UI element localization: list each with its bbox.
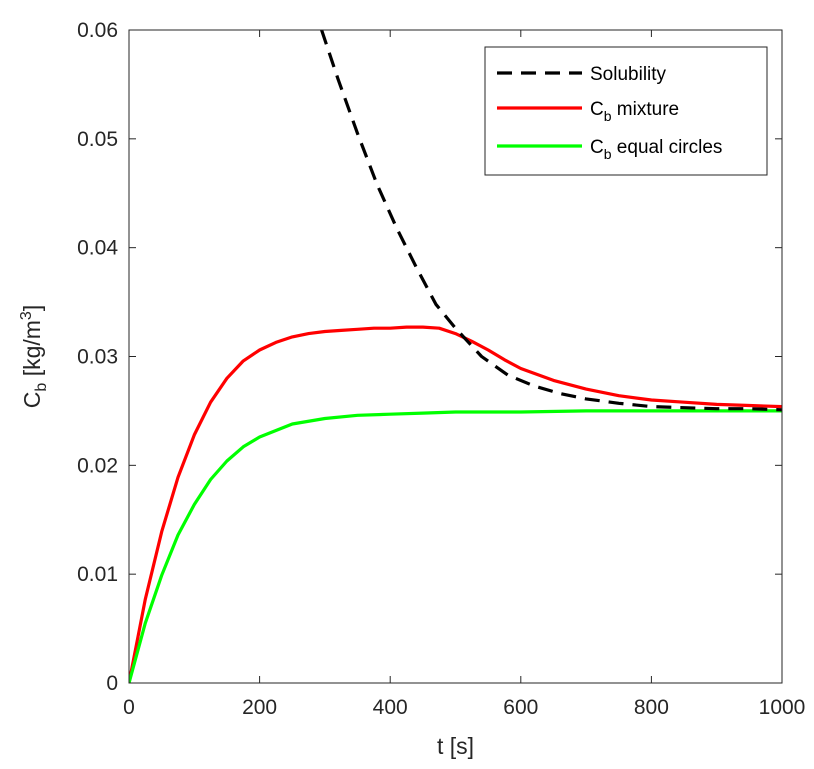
y-axis-label-sub: b [33, 383, 50, 392]
series-line-1 [129, 325, 782, 683]
ticks-layer: 0 200 400 600 800 1000 0 0.01 0.02 0.03 0.04 0.05 0.… [77, 19, 805, 719]
legend-label-1: Cb mixture [590, 99, 679, 124]
y-tick-label: 0.06 [77, 19, 118, 42]
y-axis-label-units: [kg/m [19, 320, 45, 383]
x-tick-label: 200 [242, 696, 277, 719]
legend-label-2: Cb equal circles [590, 137, 722, 162]
series-layer [129, 30, 782, 683]
x-tick-label: 800 [634, 696, 669, 719]
y-tick-label: 0 [106, 672, 118, 695]
x-tick-label: 0 [123, 696, 135, 719]
legend-items: Solubility Cb mixture Cb equal circles [497, 64, 722, 162]
x-tick-label: 600 [503, 696, 538, 719]
series-line-0 [320, 30, 782, 412]
y-tick-label: 0.05 [77, 128, 118, 151]
legend: Solubility Cb mixture Cb equal circles [484, 46, 768, 176]
y-axis-label-main: C [19, 392, 45, 409]
x-axis-label: t [s] [437, 733, 474, 759]
legend-box [484, 46, 768, 176]
y-tick-label: 0.04 [77, 237, 118, 260]
x-tick-label: 400 [373, 696, 408, 719]
y-tick-label: 0.01 [77, 563, 118, 586]
series-line-2 [129, 409, 782, 683]
y-axis-label-units-close: ] [19, 305, 45, 311]
y-tick-label: 0.02 [77, 454, 118, 477]
y-axis-label-sup: 3 [18, 311, 35, 320]
x-tick-label: 1000 [759, 696, 806, 719]
legend-label-0: Solubility [590, 64, 667, 85]
y-tick-label: 0.03 [77, 346, 118, 369]
y-axis-label: Cb [kg/m3] [18, 305, 50, 408]
